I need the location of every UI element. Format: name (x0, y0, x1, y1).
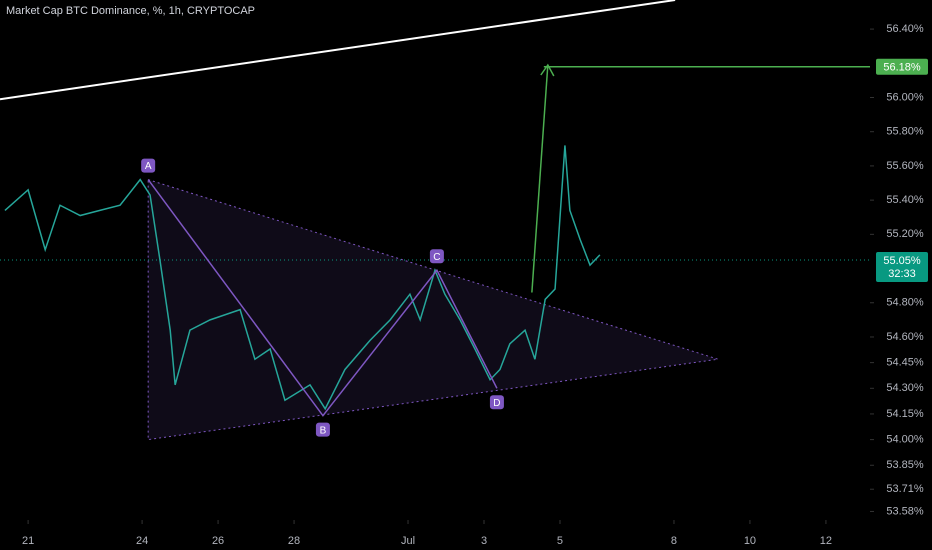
x-tick-label: 24 (136, 535, 148, 547)
y-tick-label: 55.60% (886, 160, 924, 172)
countdown-label: 32:33 (888, 268, 916, 280)
target-label: 56.18% (883, 62, 921, 74)
y-tick-label: 54.15% (886, 408, 924, 420)
y-tick-label: 54.60% (886, 331, 924, 343)
x-tick-label: Jul (401, 535, 415, 547)
target-arrow-head (540, 63, 555, 77)
chart-title: Market Cap BTC Dominance, %, 1h, CRYPTOC… (6, 5, 255, 17)
y-tick-label: 53.58% (886, 505, 924, 517)
x-tick-label: 26 (212, 535, 224, 547)
x-tick-label: 28 (288, 535, 300, 547)
y-tick-label: 53.85% (886, 459, 924, 471)
x-tick-label: 10 (744, 535, 756, 547)
y-tick-label: 55.80% (886, 126, 924, 138)
pattern-point-box (489, 395, 504, 410)
y-tick-label: 54.80% (886, 297, 924, 309)
y-tick-label: 56.00% (886, 91, 924, 103)
y-tick-label: 53.71% (886, 483, 924, 495)
x-tick-label: 3 (481, 535, 487, 547)
last-price-box (876, 252, 928, 282)
trend-line (0, 0, 676, 101)
plot-area: A B C D (0, 0, 870, 441)
pattern-point-box (429, 249, 444, 264)
y-tick-label: 54.45% (886, 357, 924, 369)
target-label-box (876, 58, 928, 75)
triangle-pattern (147, 178, 719, 441)
x-tick-label: 5 (557, 535, 563, 547)
pattern-zigzag (147, 179, 498, 417)
last-price-label: 55.05% (883, 255, 921, 267)
pattern-point-box (315, 422, 330, 437)
pattern-point-label: C (433, 252, 440, 263)
price-line (4, 145, 601, 411)
pattern-point-box (141, 158, 156, 173)
y-tick-label: 55.40% (886, 194, 924, 206)
y-tick-label: 54.30% (886, 382, 924, 394)
pattern-point-label: D (493, 398, 500, 409)
y-tick-label: 54.00% (886, 434, 924, 446)
pattern-point-label: A (145, 161, 152, 172)
x-tick-label: 12 (820, 535, 832, 547)
x-tick-label: 21 (22, 535, 34, 547)
x-tick-label: 8 (671, 535, 677, 547)
pattern-point-label: B (320, 425, 327, 436)
target-arrow (531, 64, 549, 293)
y-tick-label: 55.20% (886, 228, 924, 240)
y-tick-label: 56.40% (886, 23, 924, 35)
